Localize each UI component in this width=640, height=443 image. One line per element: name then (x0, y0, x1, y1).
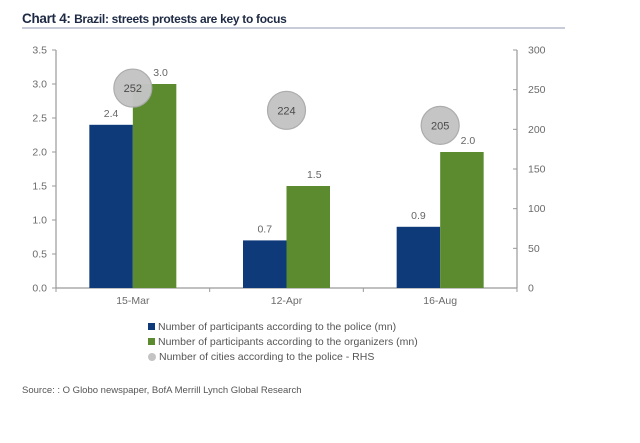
bubble-cities (113, 68, 153, 108)
y-left-tick-label: 1.0 (32, 215, 47, 227)
legend-swatch-organizers (148, 338, 155, 345)
data-label-police: 2.4 (104, 108, 119, 120)
x-tick-label: 12-Apr (271, 295, 303, 307)
y-right-tick-label: 50 (528, 243, 540, 255)
chart-title-text: Brazil: streets protests are key to focu… (74, 12, 287, 26)
bars (89, 84, 484, 288)
data-label-organizers: 3.0 (153, 67, 168, 79)
data-label-police: 0.9 (411, 210, 426, 222)
bubble-label-cities: 252 (124, 83, 142, 95)
legend-swatch-police (148, 323, 155, 330)
y-left-tick-label: 2.0 (32, 147, 47, 159)
y-right-tick-label: 150 (528, 164, 546, 176)
legend-swatch-cities (148, 352, 156, 361)
legend: Number of participants according to the … (148, 319, 418, 364)
bar-police (89, 124, 133, 288)
legend-item-cities: Number of cities according to the police… (148, 349, 418, 364)
y-left-tick-label: 1.5 (32, 181, 47, 193)
bar-police (396, 226, 441, 288)
bubble-label-cities: 205 (431, 120, 449, 132)
y-right-tick-label: 250 (528, 84, 546, 96)
y-left-tick-label: 0.5 (32, 249, 47, 261)
y-left-tick-label: 3.5 (32, 45, 47, 57)
data-label-organizers: 1.5 (307, 169, 322, 181)
y-left-tick-label: 2.5 (32, 113, 47, 125)
bar-police (243, 240, 287, 288)
legend-label-organizers: Number of participants according to the … (158, 335, 418, 348)
y-right-tick-label: 100 (528, 203, 546, 215)
y-right-tick-label: 300 (528, 45, 546, 57)
legend-item-police: Number of participants according to the … (148, 319, 418, 334)
labels: 2.4 3.0 0.7 1.5 0.9 2.0 (104, 67, 476, 235)
data-label-police: 0.7 (257, 223, 272, 235)
chart-number: Chart 4: (22, 11, 71, 26)
bar-organizers (440, 152, 484, 288)
x-tick-label: 15-Mar (116, 295, 150, 307)
bar-organizers (132, 84, 177, 288)
bar-organizers (286, 186, 330, 288)
y-left-tick-label: 0.0 (32, 283, 47, 295)
y-left-tick-label: 3.0 (32, 79, 47, 91)
axes: 0.0 0.5 1.0 1.5 2.0 2.5 3.0 3.5 0 50 100 150 200 250 3… (32, 45, 545, 308)
data-label-organizers: 2.0 (461, 135, 476, 147)
bubble-cities (420, 105, 460, 145)
chart-title: Chart 4: Brazil: streets protests are ke… (22, 11, 287, 26)
chart-canvas: 0.0 0.5 1.0 1.5 2.0 2.5 3.0 3.5 0 50 100 150 200 250 3… (32, 45, 545, 308)
bubble-cities (266, 90, 307, 130)
legend-item-organizers: Number of participants according to the … (148, 334, 418, 349)
legend-label-police: Number of participants according to the … (158, 320, 397, 333)
title-rule (22, 27, 565, 29)
bubbles: 252 224 205 (113, 68, 460, 145)
x-tick-label: 16-Aug (423, 295, 457, 307)
bubble-label-cities: 224 (277, 105, 295, 117)
legend-label-cities: Number of cities according to the police… (159, 350, 375, 363)
source-note: Source: : O Globo newspaper, BofA Merril… (22, 385, 302, 396)
y-right-tick-label: 200 (528, 124, 546, 136)
y-right-tick-label: 0 (528, 283, 534, 295)
